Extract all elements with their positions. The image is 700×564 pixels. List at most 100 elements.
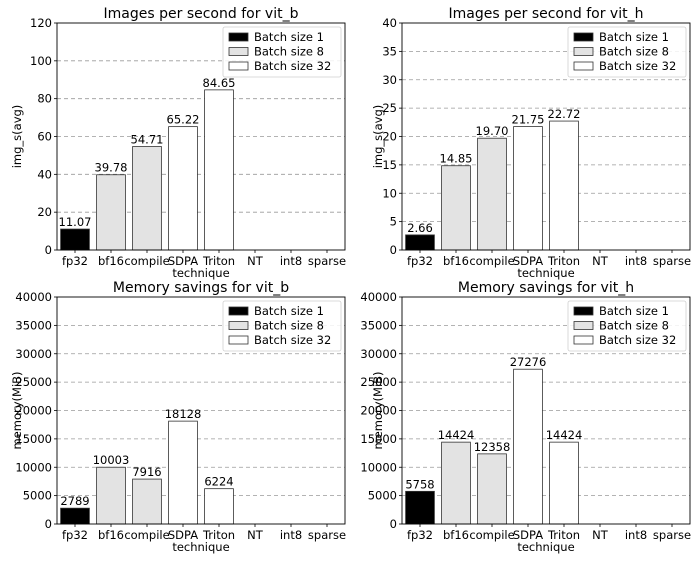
y-tick-label: 10000	[15, 460, 52, 474]
bar-SDPA	[513, 368, 543, 525]
legend-swatch	[228, 306, 249, 316]
bar-value-label: 19.70	[476, 124, 509, 138]
bar-value-label: 22.72	[548, 107, 581, 121]
legend-entry: Batch size 32	[254, 59, 331, 73]
chart-title: Images per second for vit_b	[104, 6, 299, 22]
y-tick-label: 35	[382, 44, 397, 58]
y-tick-label: 35000	[360, 318, 397, 332]
legend-swatch	[573, 32, 594, 42]
bar-Triton	[204, 89, 234, 251]
legend-swatch	[228, 32, 249, 42]
legend-entry: Batch size 1	[254, 30, 324, 44]
chart-title: Memory savings for vit_h	[458, 280, 634, 296]
y-tick-label: 40000	[15, 290, 52, 304]
x-tick-label: int8	[625, 254, 647, 268]
y-tick-label: 40	[37, 167, 52, 181]
x-tick-label: compile	[124, 254, 169, 268]
x-tick-label: fp32	[62, 528, 88, 542]
bar-bf16	[96, 174, 126, 251]
y-tick-label: 60	[37, 130, 52, 144]
legend-swatch	[573, 321, 594, 330]
x-tick-label: sparse	[653, 254, 691, 268]
bar-fp32	[60, 228, 90, 251]
y-tick-label: 10000	[360, 460, 397, 474]
x-tick-label: NT	[247, 528, 264, 542]
x-tick-label: int8	[280, 254, 302, 268]
x-tick-label: fp32	[407, 254, 433, 268]
bar-compile	[132, 478, 162, 525]
bar-bf16	[441, 441, 471, 525]
y-axis-label: img_s(avg)	[371, 105, 385, 169]
y-tick-label: 80	[37, 92, 52, 106]
legend-entry: Batch size 8	[599, 45, 669, 59]
y-axis-label: memory(MiB)	[10, 371, 24, 449]
legend-swatch	[228, 321, 249, 330]
x-tick-label: fp32	[407, 528, 433, 542]
x-tick-label: compile	[469, 254, 514, 268]
y-tick-label: 35000	[15, 318, 52, 332]
plot-frame	[56, 296, 346, 525]
x-tick-label: SDPA	[168, 254, 198, 268]
bar-value-label: 14424	[438, 428, 475, 442]
bar-value-label: 12358	[474, 440, 511, 454]
y-axis-label: memory(MiB)	[371, 371, 385, 449]
bar-SDPA	[168, 126, 198, 251]
y-tick-label: 30	[382, 73, 397, 87]
x-tick-label: SDPA	[513, 528, 543, 542]
bar-value-label: 18128	[165, 407, 202, 421]
chart-panel-4: 0 5000 10000 15000 20000 25000 30000 35000 40000…	[360, 280, 691, 554]
x-tick-label: sparse	[653, 528, 691, 542]
y-tick-label: 5000	[23, 489, 52, 503]
x-tick-label: fp32	[62, 254, 88, 268]
legend-entry: Batch size 1	[599, 30, 669, 44]
bar-bf16	[441, 165, 471, 251]
x-tick-label: bf16	[443, 254, 469, 268]
x-tick-label: Triton	[547, 254, 580, 268]
legend-box	[567, 26, 687, 78]
chart-title: Memory savings for vit_b	[113, 280, 289, 296]
bar-compile	[477, 137, 507, 251]
x-tick-label: bf16	[98, 528, 124, 542]
bar-value-label: 2.66	[407, 221, 433, 235]
x-tick-label: Triton	[547, 528, 580, 542]
x-tick-label: sparse	[308, 528, 346, 542]
bar-SDPA	[513, 126, 543, 251]
legend-box	[222, 300, 342, 352]
legend-swatch	[573, 306, 594, 316]
x-tick-label: int8	[280, 528, 302, 542]
y-tick-label: 40000	[360, 290, 397, 304]
x-tick-label: SDPA	[168, 528, 198, 542]
bar-Triton	[204, 488, 234, 525]
bar-Triton	[549, 120, 579, 251]
bar-bf16	[96, 466, 126, 525]
y-tick-label: 25	[382, 101, 397, 115]
y-tick-label: 30000	[15, 347, 52, 361]
x-tick-label: bf16	[443, 528, 469, 542]
x-tick-label: compile	[469, 528, 514, 542]
plot-frame	[56, 22, 346, 251]
bar-value-label: 65.22	[167, 113, 200, 127]
x-axis-label: technique	[172, 266, 229, 280]
bar-value-label: 2789	[60, 494, 89, 508]
bar-compile	[132, 146, 162, 251]
legend-entry: Batch size 1	[599, 304, 669, 318]
y-tick-label: 20	[382, 130, 397, 144]
x-axis-label: technique	[172, 540, 229, 554]
plot-frame	[401, 22, 691, 251]
chart-panel-3: 0 5000 10000 15000 20000 25000 30000 35000 40000…	[10, 280, 346, 554]
bar-fp32	[405, 490, 435, 525]
y-tick-label: 5	[390, 215, 397, 229]
bar-value-label: 10003	[93, 453, 130, 467]
y-tick-label: 15	[382, 158, 397, 172]
bar-value-label: 6224	[204, 475, 233, 489]
x-axis-label: technique	[517, 540, 574, 554]
y-tick-label: 0	[45, 517, 52, 531]
y-tick-label: 15000	[360, 432, 397, 446]
x-axis-label: technique	[517, 266, 574, 280]
legend-swatch	[228, 61, 249, 71]
bar-value-label: 39.78	[95, 161, 128, 175]
x-tick-label: Triton	[202, 254, 235, 268]
